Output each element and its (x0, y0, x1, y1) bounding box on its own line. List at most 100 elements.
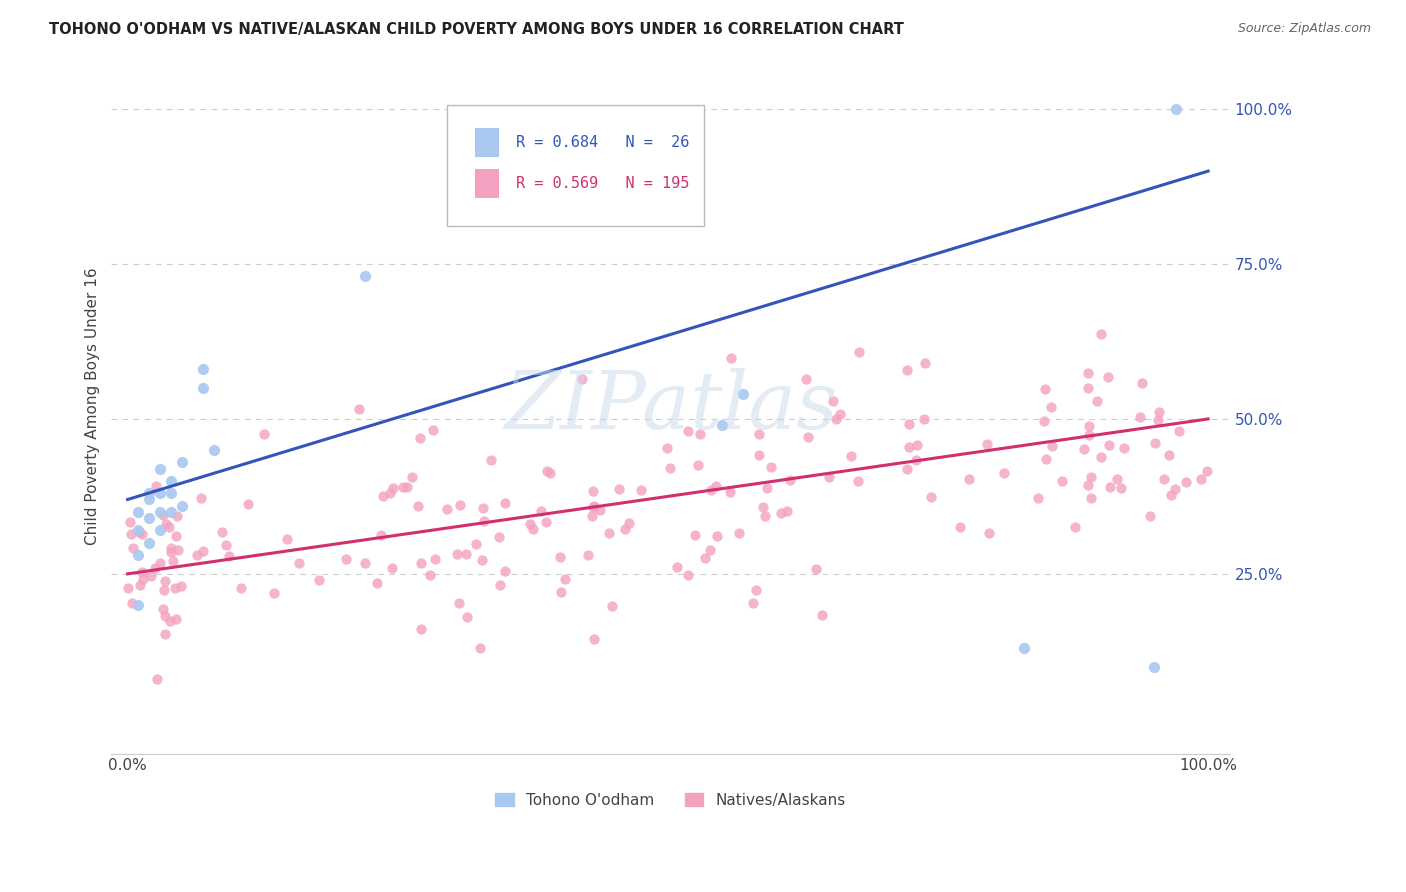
Point (1168, 425, 1191, 439)
Point (190, 491, 212, 506)
Point (121, 596, 143, 610)
Text: Source: ZipAtlas.com: Source: ZipAtlas.com (1237, 22, 1371, 36)
Point (170, 499, 193, 513)
Point (165, 582, 187, 596)
Point (530, 504, 553, 518)
Point (423, 552, 446, 566)
Point (456, 609, 478, 624)
Point (160, 541, 183, 556)
Text: R = 0.684   N =  26: R = 0.684 N = 26 (516, 135, 689, 150)
Point (818, 469, 841, 483)
Point (824, 412, 846, 426)
Point (149, 524, 172, 538)
Point (949, 520, 972, 534)
Point (488, 530, 510, 544)
Point (160, 505, 183, 519)
Point (1147, 404, 1170, 418)
Point (1064, 520, 1087, 534)
Point (411, 556, 433, 570)
Point (1195, 464, 1218, 478)
Point (1014, 641, 1036, 656)
Point (347, 402, 370, 417)
Point (308, 574, 330, 588)
Point (598, 526, 620, 541)
Point (689, 427, 711, 442)
Point (582, 483, 605, 498)
Point (748, 427, 770, 442)
Point (957, 472, 980, 486)
Point (446, 547, 468, 561)
Point (366, 576, 388, 591)
Point (449, 498, 471, 512)
Point (609, 482, 631, 496)
Point (745, 582, 768, 597)
Point (145, 479, 167, 493)
Point (600, 599, 623, 614)
Point (186, 548, 208, 562)
Point (401, 470, 423, 484)
Point (1130, 376, 1153, 390)
Point (1144, 436, 1167, 450)
Point (1139, 508, 1161, 523)
Point (1189, 472, 1212, 486)
Point (1085, 393, 1108, 408)
Point (896, 363, 918, 377)
Point (1050, 474, 1073, 488)
Point (454, 547, 477, 561)
Point (704, 479, 727, 493)
Point (471, 552, 494, 566)
Point (236, 497, 259, 511)
Point (160, 486, 183, 500)
Point (550, 584, 572, 599)
Point (848, 344, 870, 359)
Point (914, 356, 936, 370)
Point (748, 448, 770, 462)
Point (436, 502, 458, 516)
Point (810, 607, 832, 622)
Point (373, 489, 395, 503)
Point (138, 511, 160, 525)
Point (794, 372, 817, 386)
Point (993, 467, 1015, 481)
Point (554, 573, 576, 587)
Point (581, 509, 603, 524)
Y-axis label: Child Poverty Among Boys Under 16: Child Poverty Among Boys Under 16 (86, 268, 100, 545)
Point (276, 532, 298, 546)
Point (1073, 442, 1095, 456)
Point (1080, 491, 1102, 505)
Point (1164, 483, 1187, 497)
Text: TOHONO O'ODHAM VS NATIVE/ALASKAN CHILD POVERTY AMONG BOYS UNDER 16 CORRELATION C: TOHONO O'ODHAM VS NATIVE/ALASKAN CHILD P… (49, 22, 904, 37)
Point (152, 602, 174, 616)
Point (710, 418, 733, 433)
Point (193, 381, 215, 395)
Point (155, 516, 177, 531)
Point (406, 499, 429, 513)
Point (769, 506, 792, 520)
Point (706, 528, 728, 542)
Point (145, 560, 167, 574)
Point (252, 426, 274, 441)
FancyBboxPatch shape (475, 128, 499, 157)
Point (1035, 452, 1057, 467)
Point (666, 559, 689, 574)
Point (132, 573, 155, 587)
Point (370, 528, 392, 542)
Point (392, 480, 415, 494)
Point (153, 609, 176, 624)
Point (229, 581, 252, 595)
Point (1098, 480, 1121, 494)
Point (756, 481, 779, 495)
Point (468, 641, 491, 656)
Point (571, 372, 593, 386)
Point (354, 556, 377, 570)
Point (686, 458, 709, 472)
Point (395, 480, 418, 494)
Point (548, 549, 571, 564)
Point (218, 549, 240, 563)
Point (630, 483, 652, 498)
Point (519, 517, 541, 532)
Point (897, 441, 920, 455)
Point (720, 351, 742, 365)
Point (617, 516, 640, 530)
Point (658, 461, 681, 475)
